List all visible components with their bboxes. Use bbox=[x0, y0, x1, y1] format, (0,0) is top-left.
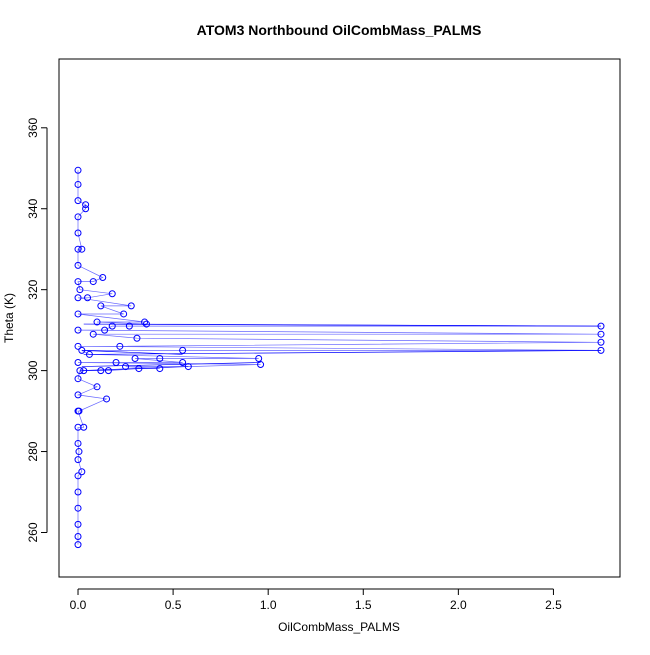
data-point bbox=[75, 407, 83, 415]
data-point bbox=[74, 261, 82, 269]
data-point bbox=[156, 354, 164, 362]
y-tick-label: 360 bbox=[26, 117, 40, 137]
data-point bbox=[103, 395, 111, 403]
y-tick-label: 320 bbox=[26, 279, 40, 299]
data-point bbox=[93, 318, 101, 326]
data-point bbox=[257, 361, 265, 369]
data-point bbox=[76, 286, 84, 294]
y-tick-label: 260 bbox=[26, 522, 40, 542]
data-point bbox=[74, 180, 82, 188]
x-tick-label: 2.5 bbox=[545, 598, 562, 612]
data-point bbox=[84, 294, 92, 302]
data-point bbox=[78, 245, 86, 253]
data-point bbox=[156, 365, 164, 373]
x-axis: 0.0 0.5 1.0 1.5 2.0 2.5 bbox=[70, 588, 562, 612]
data-point bbox=[597, 330, 605, 338]
data-point bbox=[74, 166, 82, 174]
data-point bbox=[597, 338, 605, 346]
data-point bbox=[116, 342, 124, 350]
data-point bbox=[75, 448, 83, 456]
data-point bbox=[74, 359, 82, 367]
data-point bbox=[125, 322, 133, 330]
y-tick-label: 300 bbox=[26, 360, 40, 380]
chart-title: ATOM3 Northbound OilCombMass_PALMS bbox=[197, 22, 482, 38]
data-point bbox=[74, 472, 82, 480]
data-point bbox=[122, 363, 130, 371]
data-point bbox=[74, 229, 82, 237]
data-point bbox=[78, 346, 86, 354]
data-point bbox=[74, 456, 82, 464]
data-point bbox=[74, 245, 82, 253]
data-point bbox=[80, 423, 88, 431]
data-point bbox=[179, 359, 187, 367]
data-point bbox=[133, 334, 141, 342]
data-point bbox=[74, 197, 82, 205]
data-point bbox=[74, 391, 82, 399]
y-tick-label: 340 bbox=[26, 198, 40, 218]
data-point bbox=[74, 213, 82, 221]
data-point bbox=[85, 350, 93, 358]
data-layer bbox=[74, 166, 605, 549]
data-point bbox=[135, 365, 143, 373]
data-point bbox=[99, 274, 107, 282]
data-point bbox=[82, 201, 90, 209]
data-point bbox=[89, 278, 97, 286]
data-point bbox=[74, 278, 82, 286]
data-point bbox=[74, 541, 82, 549]
data-point bbox=[97, 367, 105, 375]
data-point bbox=[108, 322, 116, 330]
data-point bbox=[179, 346, 187, 354]
data-point bbox=[74, 342, 82, 350]
data-point bbox=[597, 346, 605, 354]
data-point bbox=[104, 367, 112, 375]
data-point bbox=[74, 504, 82, 512]
data-point bbox=[74, 533, 82, 541]
data-point bbox=[74, 310, 82, 318]
plot-frame bbox=[58, 58, 621, 578]
x-tick-label: 1.5 bbox=[355, 598, 372, 612]
data-point bbox=[76, 367, 84, 375]
x-tick-label: 0.5 bbox=[165, 598, 182, 612]
x-axis-label: OilCombMass_PALMS bbox=[278, 620, 400, 634]
data-point bbox=[89, 330, 97, 338]
data-point bbox=[74, 520, 82, 528]
data-point bbox=[82, 205, 90, 213]
y-axis-label: Theta (K) bbox=[2, 293, 16, 343]
series-segment bbox=[81, 350, 183, 355]
series-segment bbox=[81, 362, 261, 367]
x-tick-label: 1.0 bbox=[260, 598, 277, 612]
data-point bbox=[74, 375, 82, 383]
x-tick-label: 2.0 bbox=[450, 598, 467, 612]
data-point bbox=[184, 363, 192, 371]
data-point bbox=[112, 359, 120, 367]
data-point bbox=[74, 488, 82, 496]
y-tick-label: 280 bbox=[26, 441, 40, 461]
data-point bbox=[127, 302, 135, 310]
data-point bbox=[74, 294, 82, 302]
data-point bbox=[93, 383, 101, 391]
data-point bbox=[78, 468, 86, 476]
data-point bbox=[97, 302, 105, 310]
y-axis: 260 280 300 320 340 360 bbox=[26, 117, 48, 543]
series-segment bbox=[83, 323, 601, 327]
data-point bbox=[101, 326, 109, 334]
data-point bbox=[131, 354, 139, 362]
data-point bbox=[597, 322, 605, 330]
data-point bbox=[120, 310, 128, 318]
series-segment bbox=[81, 366, 189, 371]
data-point bbox=[74, 326, 82, 334]
data-point bbox=[80, 367, 88, 375]
data-point bbox=[142, 320, 150, 328]
x-tick-label: 0.0 bbox=[70, 598, 87, 612]
data-point bbox=[141, 318, 149, 326]
data-point bbox=[255, 354, 263, 362]
data-point bbox=[108, 290, 116, 298]
data-point bbox=[74, 439, 82, 447]
